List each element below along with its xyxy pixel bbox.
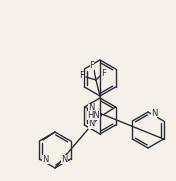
Text: F: F xyxy=(102,70,106,79)
Text: F: F xyxy=(90,62,95,71)
Text: N: N xyxy=(42,155,49,163)
Text: N: N xyxy=(88,104,95,113)
Text: N: N xyxy=(151,108,157,117)
Text: N: N xyxy=(88,119,95,129)
Text: HN: HN xyxy=(87,110,100,119)
Text: N: N xyxy=(61,155,68,163)
Text: F: F xyxy=(80,71,84,81)
